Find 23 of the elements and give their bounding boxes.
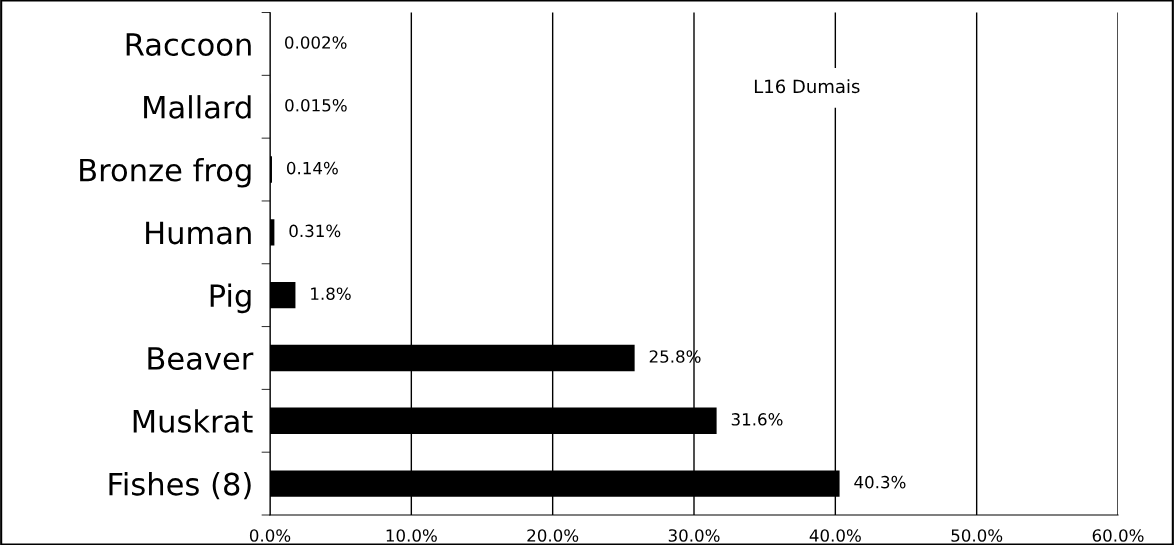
y-tick-label: Beaver xyxy=(148,347,254,371)
data-label: 0.14% xyxy=(286,161,338,175)
data-label: 40.3% xyxy=(854,475,906,489)
x-tick-label: 30.0% xyxy=(668,529,720,542)
y-tick-label: Bronze frog xyxy=(80,157,251,188)
data-label: 0.015% xyxy=(285,98,347,112)
y-tick-label: Raccoon xyxy=(126,33,251,56)
y-tick-label: Fishes (8) xyxy=(109,471,251,500)
data-label: 31.6% xyxy=(731,413,783,426)
data-label: 0.31% xyxy=(289,224,341,238)
y-tick-label: Human xyxy=(146,221,251,245)
x-tick-label: 0.0% xyxy=(249,529,291,542)
x-tick-label: 60.0% xyxy=(1092,529,1144,542)
x-tick-label: 40.0% xyxy=(809,529,861,542)
y-tick-label: Mallard xyxy=(144,95,251,119)
annotation: L16 Dumais xyxy=(754,79,860,94)
y-tick-label: Pig xyxy=(210,283,251,314)
x-tick-label: 10.0% xyxy=(386,529,437,542)
x-tick-label: 50.0% xyxy=(951,529,1003,542)
data-label: 1.8% xyxy=(311,287,351,300)
x-tick-label: 20.0% xyxy=(527,529,579,542)
y-tick-label: Muskrat xyxy=(133,409,253,433)
data-label: 0.002% xyxy=(285,36,347,49)
